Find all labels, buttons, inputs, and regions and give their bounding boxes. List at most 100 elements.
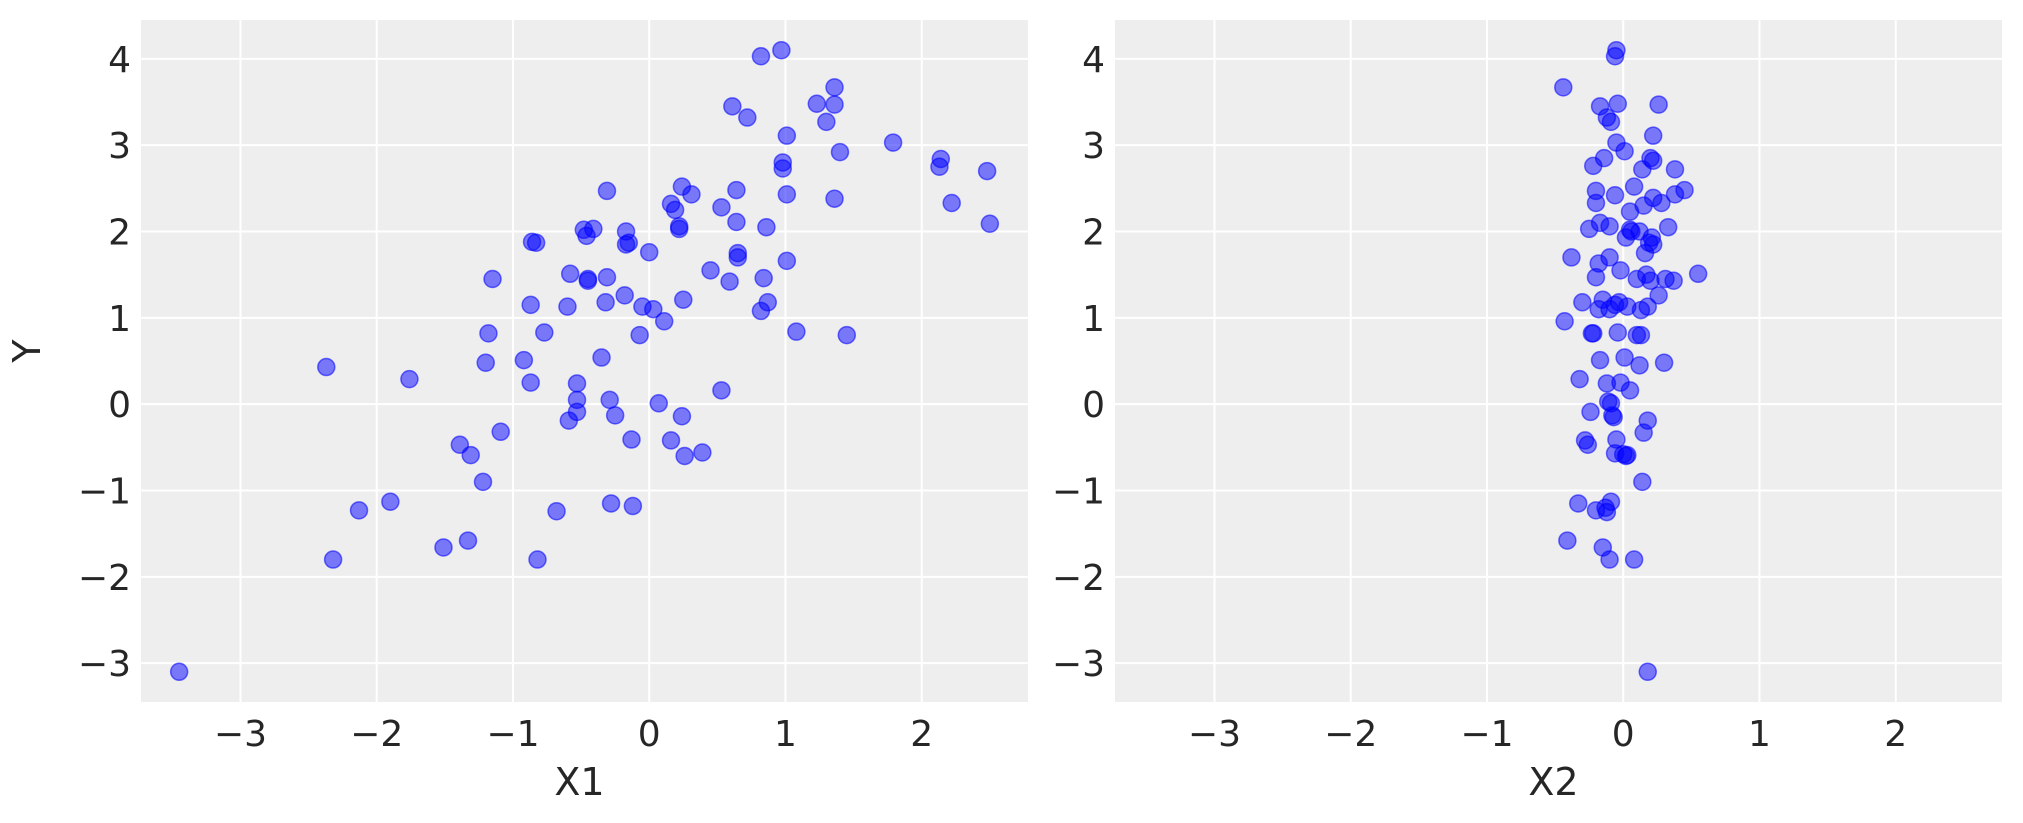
data-point <box>649 394 669 413</box>
data-point <box>1611 261 1630 280</box>
plot-area <box>141 20 1028 702</box>
data-point <box>1583 324 1603 343</box>
data-point <box>1611 373 1630 392</box>
data-point <box>727 212 746 232</box>
y-tick-label: 4 <box>108 40 131 81</box>
data-point <box>773 159 792 178</box>
data-point <box>605 406 625 425</box>
data-point <box>883 133 903 152</box>
data-point <box>1633 472 1652 492</box>
data-point <box>473 472 493 492</box>
y-tick-label: 1 <box>108 299 131 340</box>
data-point <box>514 350 534 370</box>
data-point <box>1618 445 1637 465</box>
data-point <box>712 381 731 400</box>
data-point <box>535 323 554 342</box>
data-point <box>1570 369 1589 389</box>
panel-x1-vs-y: −3 −2 −1 0 1 2 −3 −2 −1 0 1 2 3 4 X1 Y <box>5 20 1028 804</box>
data-point <box>1600 248 1619 267</box>
panel-x2-vs-y: −3 −2 −1 0 1 2 −3 −2 −1 0 1 2 3 4 X2 <box>1052 20 2002 804</box>
data-point <box>1601 112 1621 132</box>
data-point <box>787 322 806 341</box>
data-point <box>601 494 621 513</box>
y-tick-label: −1 <box>1052 471 1105 512</box>
x-tick-label: 0 <box>1612 714 1635 755</box>
data-point <box>777 185 797 204</box>
data-point <box>521 373 540 392</box>
data-point <box>1578 435 1598 454</box>
data-point <box>521 295 540 315</box>
data-point <box>669 219 689 239</box>
data-point <box>1624 177 1644 196</box>
x-tick-label: −1 <box>1460 714 1513 755</box>
data-point <box>1638 297 1657 316</box>
data-point <box>1631 325 1651 345</box>
y-tick-label: 3 <box>1082 126 1105 167</box>
y-tick-label: −2 <box>78 558 131 599</box>
x-tick-label: −1 <box>486 714 539 755</box>
data-point <box>476 353 495 372</box>
data-point <box>461 445 480 465</box>
data-point <box>560 264 580 284</box>
y-tick-label: 0 <box>1082 385 1105 426</box>
data-point <box>675 446 694 466</box>
data-point <box>1597 502 1617 522</box>
y-tick-label: −1 <box>78 471 131 512</box>
plot-area <box>1115 20 2002 702</box>
x-axis-label: X1 <box>554 760 604 804</box>
data-point <box>596 293 615 312</box>
data-point <box>1554 78 1573 97</box>
data-point <box>1615 348 1634 367</box>
data-point <box>661 431 681 450</box>
y-tick-label: −2 <box>1052 558 1105 599</box>
y-tick-label: 4 <box>1082 40 1105 81</box>
data-point <box>1649 95 1668 114</box>
data-point <box>1600 217 1619 236</box>
data-point <box>1555 312 1574 331</box>
y-tick-label: 3 <box>108 126 131 167</box>
x-axis-label: X2 <box>1528 760 1578 804</box>
data-point <box>672 407 692 426</box>
data-point <box>600 390 619 410</box>
data-point <box>317 357 336 377</box>
data-point <box>483 269 502 289</box>
data-point <box>728 248 748 267</box>
data-point <box>1569 494 1588 513</box>
data-point <box>1605 185 1625 205</box>
data-point <box>1558 531 1577 550</box>
data-point <box>1600 550 1619 569</box>
data-point <box>578 271 598 290</box>
data-point <box>547 501 566 521</box>
y-tick-label: −3 <box>78 644 131 685</box>
data-point <box>674 290 693 309</box>
data-point <box>830 142 850 162</box>
data-point <box>558 297 577 316</box>
y-tick-label: 1 <box>1082 299 1105 340</box>
data-point <box>723 97 742 116</box>
y-tick-label: 2 <box>108 213 131 254</box>
data-point <box>630 325 649 345</box>
data-point <box>825 78 844 97</box>
data-point <box>622 430 641 449</box>
data-point <box>597 181 617 201</box>
data-point <box>837 325 857 345</box>
data-point <box>1622 222 1641 241</box>
data-point <box>720 272 739 291</box>
data-point <box>772 40 791 60</box>
data-point <box>644 299 663 319</box>
data-point <box>1608 94 1628 113</box>
data-point <box>169 662 189 682</box>
data-point <box>1594 148 1614 168</box>
data-point <box>751 47 771 66</box>
data-point <box>777 251 797 271</box>
data-point <box>1601 394 1621 413</box>
data-point <box>1675 180 1694 200</box>
y-tick-label: 2 <box>1082 213 1105 254</box>
data-point <box>931 149 951 169</box>
data-point <box>1607 40 1626 60</box>
data-point <box>682 185 701 204</box>
data-point <box>526 233 546 252</box>
data-point <box>1658 217 1678 237</box>
data-point <box>615 286 634 305</box>
